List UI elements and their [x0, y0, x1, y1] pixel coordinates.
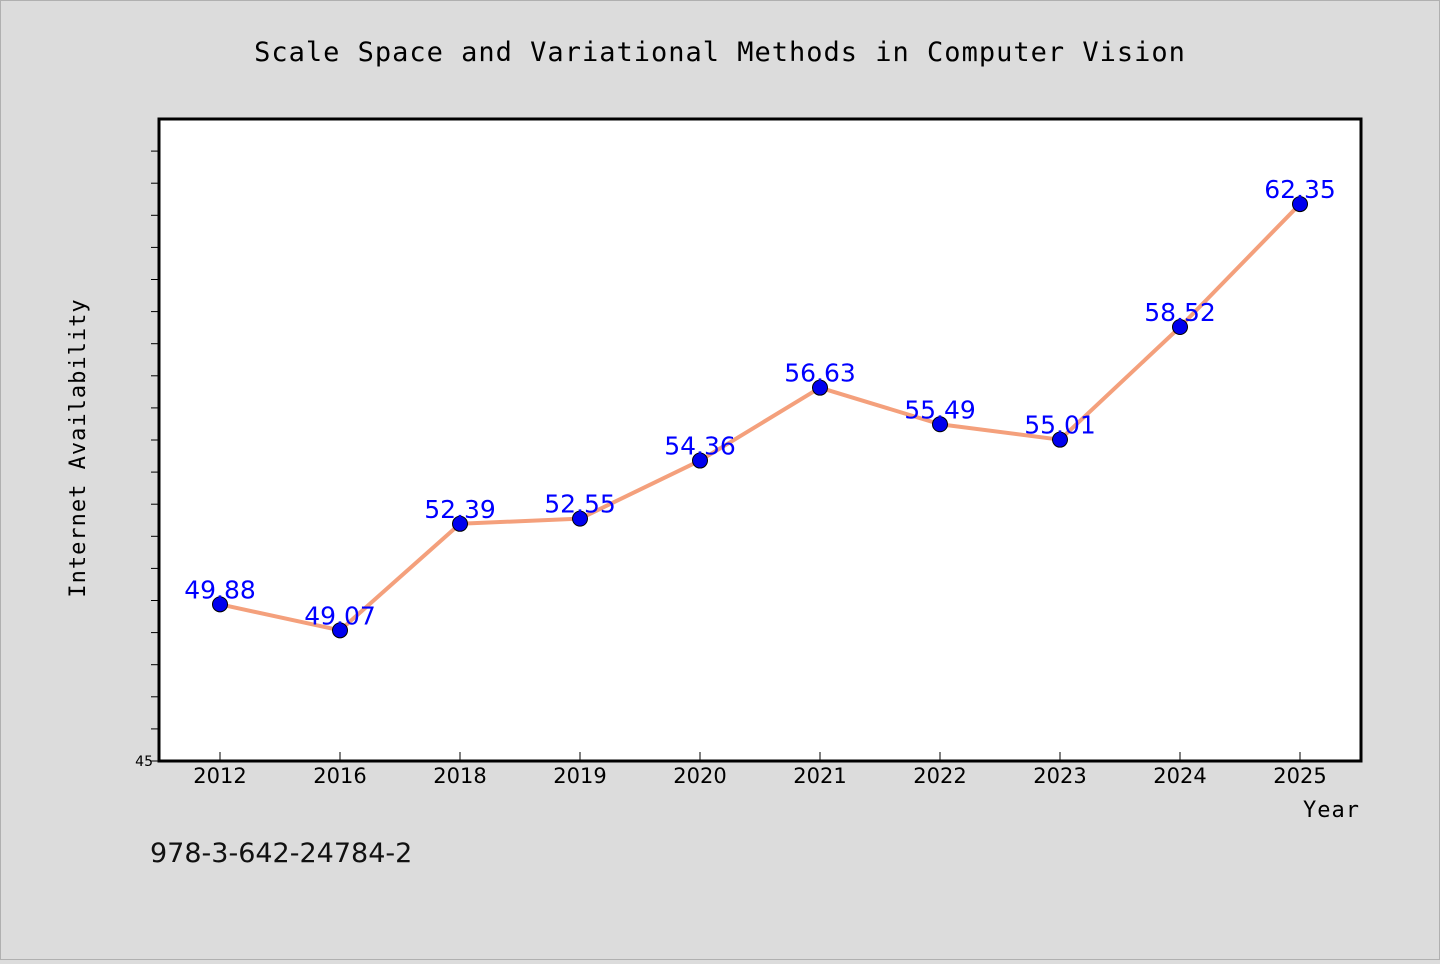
data-label: 52.55 [544, 490, 616, 519]
x-tick-label: 2022 [913, 764, 966, 788]
data-point [812, 379, 828, 396]
data-point [1292, 196, 1308, 213]
data-label: 49.88 [184, 575, 256, 604]
plot-area [157, 117, 1363, 763]
x-tick-label: 2024 [1153, 764, 1206, 788]
data-point [692, 452, 708, 469]
x-axis-ticks: 2012 2016 2018 2019 2020 2021 2022 2023 2024 2025 [193, 752, 1327, 788]
chart-title: Scale Space and Variational Methods in C… [254, 37, 1186, 68]
x-tick-label: 2016 [313, 764, 366, 788]
x-axis-title: Year [1303, 798, 1360, 823]
y-tick-label: 45 [135, 754, 153, 770]
y-axis-title: Internet Availability [66, 298, 91, 597]
isbn-text: 978-3-642-24784-2 [150, 838, 412, 869]
data-label: 49.07 [304, 601, 376, 630]
data-label: 52.39 [424, 495, 496, 524]
data-point [212, 596, 228, 613]
series-line [219, 202, 1302, 633]
x-tick-label: 2019 [553, 764, 606, 788]
x-tick-label: 2021 [793, 764, 846, 788]
y-axis-ticks [151, 150, 159, 762]
data-point [452, 515, 468, 532]
x-tick-label: 2023 [1033, 764, 1086, 788]
data-label: 54.36 [664, 432, 736, 461]
x-tick-label: 2012 [193, 764, 246, 788]
series-group: 49.88 49.07 52.39 52.55 54.36 56.63 55.49 55.01… [184, 175, 1336, 639]
data-point [932, 416, 948, 433]
data-label: 62.35 [1264, 175, 1336, 204]
x-tick-label: 2025 [1273, 764, 1326, 788]
data-label: 56.63 [784, 359, 856, 388]
data-point [1172, 319, 1188, 336]
data-label: 55.01 [1024, 411, 1096, 440]
data-point [1052, 431, 1068, 448]
data-label: 58.52 [1144, 298, 1216, 327]
data-point [332, 622, 348, 639]
data-label: 55.49 [904, 395, 976, 424]
x-tick-label: 2020 [673, 764, 726, 788]
data-point [572, 510, 588, 527]
x-tick-label: 2018 [433, 764, 486, 788]
